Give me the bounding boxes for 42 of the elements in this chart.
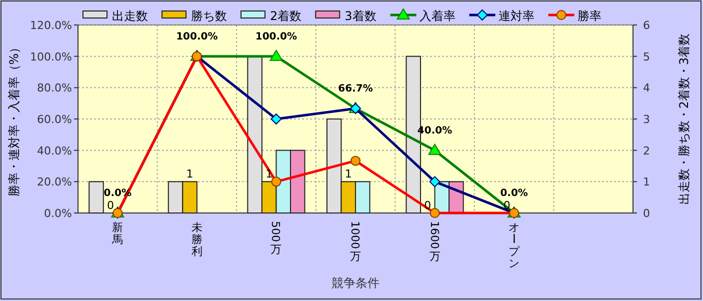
y2-tick-label: 1 xyxy=(643,176,650,189)
y2-tick-label: 6 xyxy=(643,19,650,32)
point xyxy=(428,144,442,155)
y-tick-label: 0.0% xyxy=(44,207,72,220)
y-tick-label: 80.0% xyxy=(37,82,72,95)
legend-label: 3着数 xyxy=(344,9,376,23)
legend-label: 勝率 xyxy=(577,9,602,23)
x-tick-label: オープン xyxy=(507,221,521,270)
x-tick-label: 1000万 xyxy=(348,221,362,263)
y-tick-label: 120.0% xyxy=(30,19,72,32)
legend-label: 勝ち数 xyxy=(191,9,227,23)
data-label: 100.0% xyxy=(255,31,298,42)
x-axis-title: 競争条件 xyxy=(332,276,380,290)
y-tick-label: 40.0% xyxy=(37,144,72,158)
x-tick-label: 未勝利 xyxy=(191,221,202,258)
x-tick-label: 1600万 xyxy=(428,221,441,263)
y2-tick-label: 2 xyxy=(643,144,650,158)
data-label: 100.0% xyxy=(176,31,218,42)
y2-tick-label: 5 xyxy=(643,50,650,64)
x-tick-label: 新馬 xyxy=(111,221,124,246)
legend-label: 2着数 xyxy=(270,9,302,23)
legend-label: 連対率 xyxy=(498,9,534,23)
bar xyxy=(88,181,104,214)
point xyxy=(270,50,283,61)
y-tick-label: 100.0% xyxy=(30,50,72,64)
legend-label: 出走数 xyxy=(112,9,148,23)
y2-tick-label: 0 xyxy=(643,207,650,220)
y2-tick-label: 4 xyxy=(643,82,650,95)
point xyxy=(270,114,282,124)
data-label: 0.0% xyxy=(500,188,528,199)
data-label: 1 xyxy=(186,168,194,181)
data-label: 66.7% xyxy=(338,84,373,95)
x-tick-label: 500万 xyxy=(269,221,282,256)
data-label: 0 xyxy=(107,199,114,212)
y-tick-label: 60.0% xyxy=(37,113,72,126)
data-label: 1 xyxy=(344,168,352,181)
y-axis-title: 勝率・連対率・入着率（%） xyxy=(7,41,21,197)
y2-axis-title: 出走数・勝ち数・2着数・3着数 xyxy=(677,33,691,205)
legend-label: 入着率 xyxy=(419,9,456,23)
y-tick-label: 20.0% xyxy=(37,176,72,189)
y2-tick-label: 3 xyxy=(643,113,650,126)
point xyxy=(429,176,440,188)
